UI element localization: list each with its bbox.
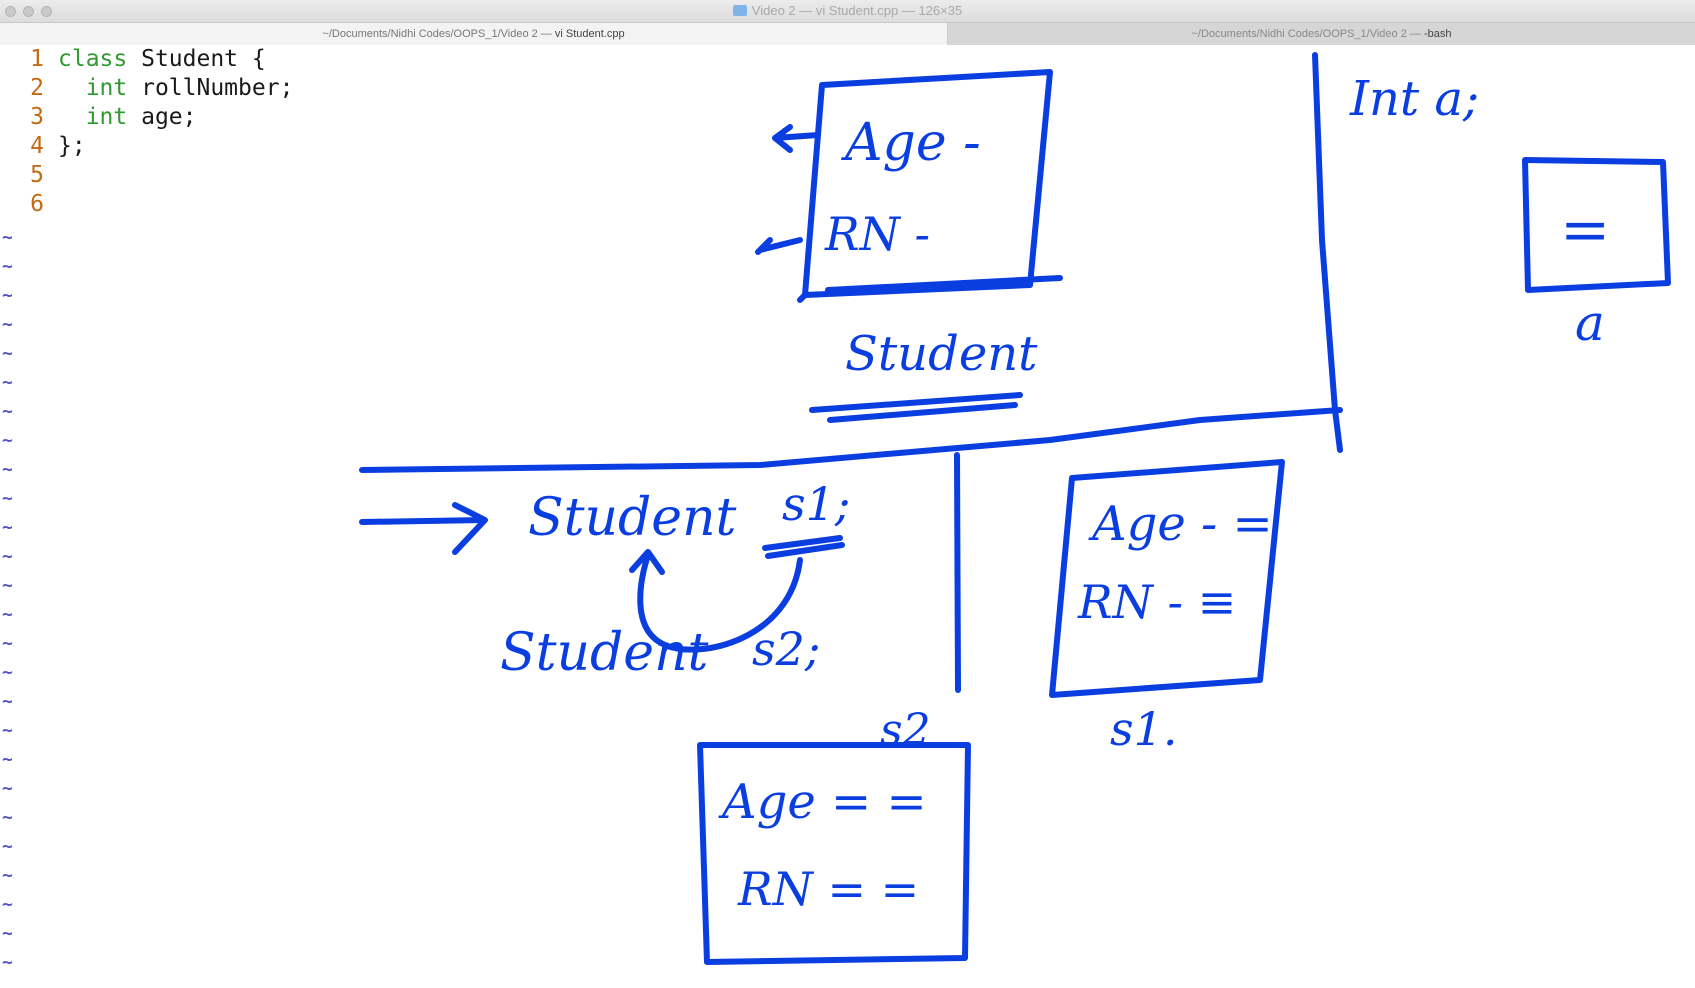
- empty-line-tilde: ~: [2, 836, 13, 857]
- tab-label-command: vi Student.cpp: [554, 28, 625, 40]
- code-line: 6: [0, 190, 58, 219]
- tab-bash[interactable]: ~/Documents/Nidhi Codes/OOPS_1/Video 2 —…: [948, 23, 1695, 45]
- int-a-box: [1522, 157, 1671, 293]
- minimize-window-button[interactable]: [23, 6, 34, 17]
- divider-vertical-right: [1312, 52, 1343, 453]
- int-a-label: a: [1575, 294, 1605, 352]
- keyword: class: [58, 46, 128, 72]
- window-title: Video 2 — vi Student.cpp — 126×35: [0, 3, 1695, 18]
- empty-line-tilde: ~: [2, 401, 13, 422]
- empty-line-tilde: ~: [2, 749, 13, 770]
- empty-line-tilde: ~: [2, 343, 13, 364]
- empty-line-tilde: ~: [2, 227, 13, 248]
- tab-label-path: ~/Documents/Nidhi Codes/OOPS_1/Video 2 —: [322, 28, 555, 40]
- code-line: 5: [0, 161, 58, 190]
- folder-icon: [732, 5, 747, 16]
- line-number: 3: [30, 104, 44, 130]
- empty-line-tilde: ~: [2, 517, 13, 538]
- window-titlebar: Video 2 — vi Student.cpp — 126×35: [0, 0, 1695, 23]
- line-number: 6: [30, 191, 44, 217]
- code-text: Student {: [127, 46, 266, 72]
- empty-line-tilde: ~: [2, 285, 13, 306]
- empty-line-tilde: ~: [2, 575, 13, 596]
- line-number: 4: [30, 133, 44, 159]
- code-text: age;: [127, 104, 197, 130]
- empty-line-tilde: ~: [2, 952, 13, 973]
- int-a-box-value: =: [1560, 195, 1610, 265]
- divider-vertical-middle: [954, 452, 961, 693]
- empty-line-tilde: ~: [2, 604, 13, 625]
- empty-line-tilde: ~: [2, 923, 13, 944]
- line-number: 2: [30, 75, 44, 101]
- vim-editor[interactable]: 1 class Student { 2 int rollNumber; 3 int…: [0, 45, 948, 988]
- s1-age-text: Age - =: [1088, 496, 1273, 552]
- s1-rn-text: RN - ≡: [1077, 575, 1236, 629]
- code-text: rollNumber;: [127, 75, 294, 101]
- empty-line-tilde: ~: [2, 662, 13, 683]
- code-line: 3 int age;: [0, 103, 197, 132]
- keyword: int: [58, 104, 128, 130]
- zoom-window-button[interactable]: [41, 6, 52, 17]
- empty-line-tilde: ~: [2, 430, 13, 451]
- terminal-tab-bar: ~/Documents/Nidhi Codes/OOPS_1/Video 2 —…: [0, 23, 1695, 45]
- line-number: 5: [30, 162, 44, 188]
- empty-line-tilde: ~: [2, 459, 13, 480]
- empty-line-tilde: ~: [2, 865, 13, 886]
- keyword: int: [58, 75, 128, 101]
- tab-vi-student[interactable]: ~/Documents/Nidhi Codes/OOPS_1/Video 2 —…: [0, 23, 948, 45]
- empty-line-tilde: ~: [2, 546, 13, 567]
- s1-box: [1049, 459, 1285, 698]
- int-declaration-text: Int a;: [1349, 71, 1479, 127]
- close-window-button[interactable]: [5, 6, 16, 17]
- code-line: 4};: [0, 132, 86, 161]
- empty-line-tilde: ~: [2, 720, 13, 741]
- s1-label: s1.: [1110, 702, 1178, 756]
- empty-line-tilde: ~: [2, 314, 13, 335]
- empty-line-tilde: ~: [2, 372, 13, 393]
- empty-line-tilde: ~: [2, 488, 13, 509]
- code-line: 1 class Student {: [0, 45, 266, 74]
- tab-label-command: -bash: [1423, 28, 1452, 40]
- empty-line-tilde: ~: [2, 691, 13, 712]
- tab-label-path: ~/Documents/Nidhi Codes/OOPS_1/Video 2 —: [1191, 28, 1424, 40]
- empty-line-tilde: ~: [2, 778, 13, 799]
- line-number: 1: [30, 46, 44, 72]
- code-text: };: [58, 133, 86, 159]
- empty-line-tilde: ~: [2, 633, 13, 654]
- empty-line-tilde: ~: [2, 256, 13, 277]
- empty-line-tilde: ~: [2, 807, 13, 828]
- code-line: 2 int rollNumber;: [0, 74, 293, 103]
- empty-line-tilde: ~: [2, 894, 13, 915]
